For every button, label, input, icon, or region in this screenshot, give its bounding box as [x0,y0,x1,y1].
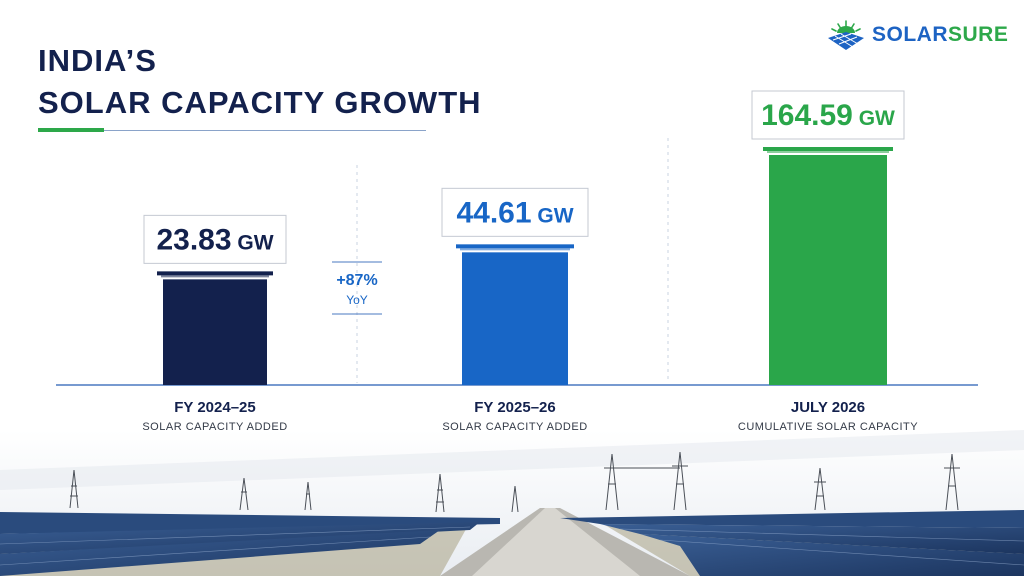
title-accent-rule [38,128,104,132]
value-label-box [751,90,905,140]
growth-label: YoY [346,293,368,307]
bar-cap [460,248,570,251]
value-label-box [143,214,287,264]
page-title: INDIA’S SOLAR CAPACITY GROWTH [38,40,482,124]
bar [769,155,887,385]
title-underline-rule [104,130,426,131]
title-line-1: INDIA’S [38,43,157,78]
bar [163,279,267,385]
bar-cap [763,147,893,151]
brand-wordmark: SOLARSURE [872,23,1008,47]
bar-cap [767,151,889,153]
transmission-towers [69,451,960,513]
panel-rows-left [0,512,500,576]
brand-name-part-2: SURE [948,23,1009,46]
brand-name-part-1: SOLAR [872,23,948,46]
category-label: FY 2024–25 [174,399,255,416]
growth-value: +87% [336,272,377,289]
value-label-box [441,187,589,237]
category-label: JULY 2026 [791,399,865,416]
brand-logo: SOLARSURE [826,18,1016,52]
solar-farm-illustration [0,430,1024,576]
bar [462,252,568,385]
bar-cap [161,275,269,278]
bar-cap [456,244,574,249]
data-label: 23.83 GW [156,223,273,256]
data-label: 164.59 GW [761,99,895,132]
title-line-2: SOLAR CAPACITY GROWTH [38,85,482,120]
category-label: FY 2025–26 [474,399,555,416]
data-label: 44.61 GW [456,196,573,229]
bar-cap [157,271,273,276]
sun-panel-icon [828,20,864,50]
